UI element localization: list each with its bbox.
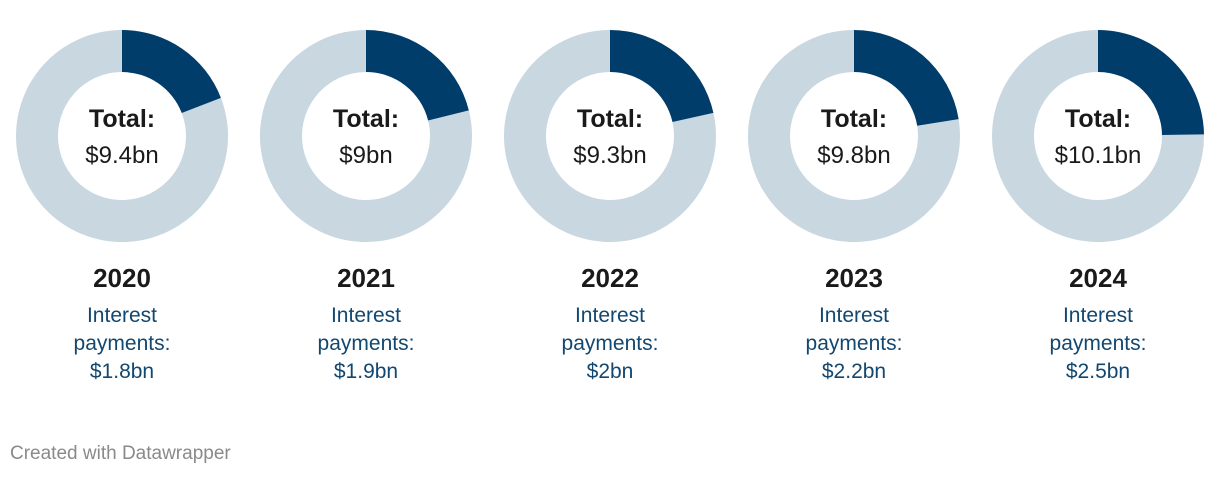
year-label: 2020: [93, 263, 151, 293]
interest-slice: [1098, 30, 1204, 135]
interest-value: $1.9bn: [333, 360, 399, 383]
donut-chart-2022: Total: $9.3bn 2022 Interest payments: $2bn: [488, 0, 732, 400]
interest-value: $2.2bn: [821, 360, 887, 383]
interest-label-text: Interest payments:: [317, 304, 415, 355]
interest-slice: [366, 30, 469, 121]
total-label: Total:: [88, 105, 156, 133]
interest-label-text: Interest payments:: [73, 304, 171, 355]
total-value: $9bn: [339, 142, 393, 169]
remainder-slice: [992, 30, 1205, 243]
donut-svg: [747, 30, 960, 242]
total-label: Total:: [332, 105, 400, 133]
interest-payments-label: Interest payments: $1.8bn: [52, 302, 192, 386]
donut-svg: [16, 30, 229, 242]
donut-svg: [259, 30, 472, 242]
total-value: $9.8bn: [817, 142, 891, 169]
year-label: 2022: [581, 263, 639, 293]
total-label: Total:: [576, 105, 644, 133]
donut-svg: [992, 30, 1205, 243]
year-label: 2023: [825, 263, 883, 293]
total-label: Total:: [1064, 105, 1132, 133]
interest-payments-label: Interest payments: $2.5bn: [1028, 302, 1168, 386]
total-value: $9.3bn: [573, 142, 647, 169]
interest-slice: [122, 30, 221, 113]
interest-label-text: Interest payments:: [561, 304, 659, 355]
interest-value: $1.8bn: [89, 360, 155, 383]
donut-svg: [503, 30, 716, 243]
donut-chart-2023: Total: $9.8bn 2023 Interest payments: $2.2bn: [732, 0, 976, 400]
interest-payments-label: Interest payments: $2bn: [540, 302, 680, 386]
datawrapper-credit: Created with Datawrapper: [10, 443, 231, 464]
total-value: $9.4bn: [85, 142, 159, 169]
donut-chart-2024: Total: $10.1bn 2024 Interest payments: $2.5b…: [976, 0, 1220, 400]
interest-payments-label: Interest payments: $1.9bn: [296, 302, 436, 386]
interest-slice: [854, 30, 959, 126]
year-label: 2024: [1069, 263, 1127, 293]
interest-value: $2.5bn: [1065, 360, 1131, 383]
donut-chart-row: Total: $9.4bn 2020 Interest payments: $1.8bn…: [0, 0, 1220, 400]
interest-slice: [610, 30, 714, 123]
remainder-slice: [259, 30, 472, 242]
year-label: 2021: [337, 263, 395, 293]
interest-label-text: Interest payments:: [805, 304, 903, 355]
donut-chart-2020: Total: $9.4bn 2020 Interest payments: $1.8bn: [0, 0, 244, 400]
donut-chart-2021: Total: $9bn 2021 Interest payments: $1.9bn: [244, 0, 488, 400]
interest-payments-label: Interest payments: $2.2bn: [784, 302, 924, 386]
remainder-slice: [503, 30, 716, 243]
interest-label-text: Interest payments:: [1049, 304, 1147, 355]
total-label: Total:: [820, 105, 888, 133]
remainder-slice: [747, 30, 960, 242]
remainder-slice: [16, 30, 229, 242]
total-value: $10.1bn: [1054, 142, 1142, 169]
interest-value: $2bn: [586, 360, 634, 383]
